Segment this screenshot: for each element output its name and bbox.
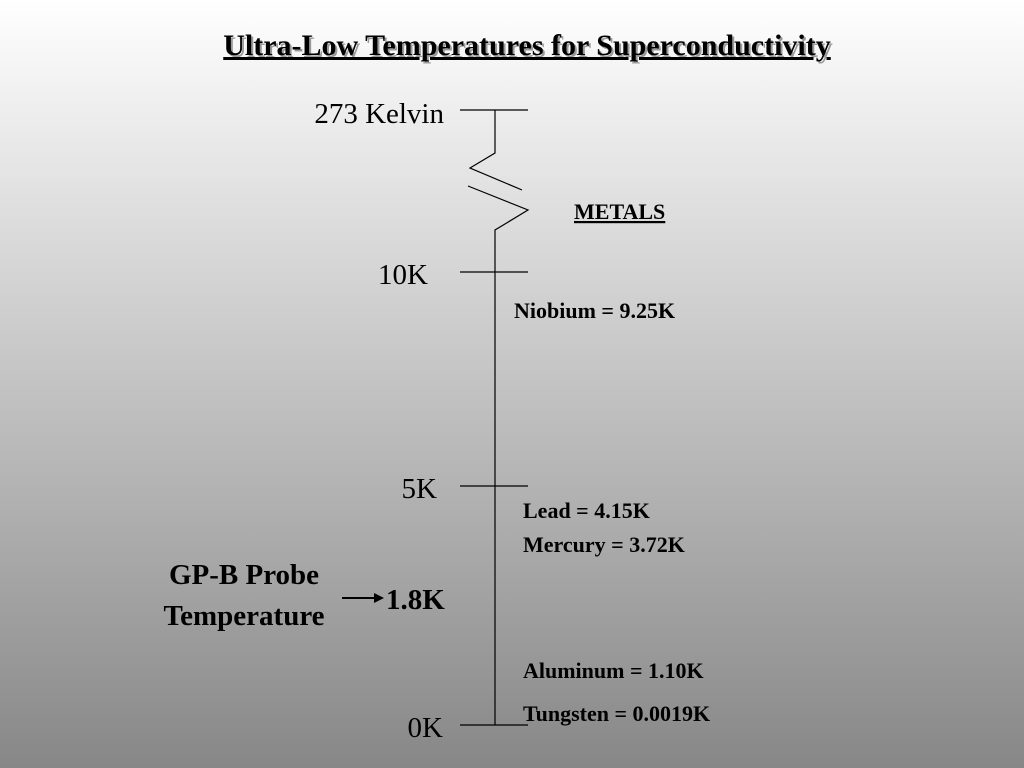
axis-upper — [468, 110, 523, 191]
probe-arrowhead — [374, 593, 384, 603]
probe-label: GP-B Probe — [169, 559, 319, 591]
scale-label: 273 Kelvin — [314, 98, 444, 130]
scale-label: 5K — [402, 473, 438, 505]
metal-item: Niobium = 9.25K — [514, 298, 675, 323]
metal-item: Tungsten = 0.0019K — [523, 701, 710, 726]
probe-value: 1.8K — [386, 584, 445, 616]
metal-item: Aluminum = 1.10K — [523, 658, 704, 683]
scale-label: 0K — [408, 712, 444, 744]
axis-lower — [467, 185, 530, 725]
scale-label: 10K — [378, 259, 428, 291]
title: Ultra-Low Temperatures for Superconducti… — [223, 29, 831, 62]
metal-item: Lead = 4.15K — [523, 498, 650, 523]
metals-heading: METALS — [574, 199, 665, 224]
metal-item: Mercury = 3.72K — [523, 532, 685, 557]
title-shadow: Ultra-Low Temperatures for Superconducti… — [225, 31, 833, 64]
probe-label: Temperature — [163, 600, 324, 632]
